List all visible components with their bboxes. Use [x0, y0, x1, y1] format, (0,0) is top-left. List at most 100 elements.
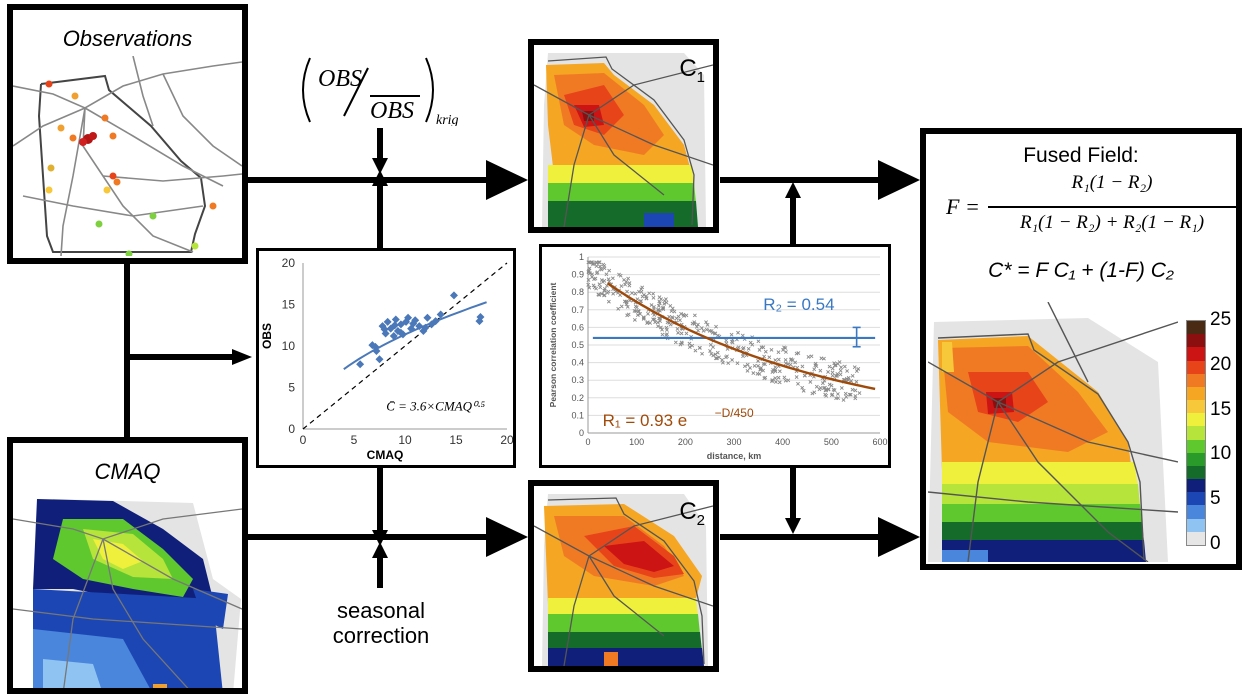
obs-ratio-formula: OBS OBS krig — [296, 54, 466, 128]
state-outline — [37, 74, 207, 253]
correlation-point — [788, 358, 793, 362]
data-point — [449, 291, 458, 300]
colorbar-swatch — [1187, 373, 1205, 387]
colorbar-swatch — [1187, 439, 1205, 453]
correlation-point — [848, 392, 853, 397]
correlation-point — [664, 333, 669, 338]
correlation-point — [606, 289, 611, 294]
data-point — [389, 332, 398, 341]
correlation-point — [788, 362, 793, 367]
correlation-point — [660, 327, 664, 332]
seasonal-line-2: correction — [332, 623, 430, 648]
y-tick-label: 0.6 — [571, 322, 584, 332]
correlation-point — [830, 366, 835, 371]
correlation-point — [638, 312, 643, 316]
correlation-point — [776, 357, 781, 362]
correlation-point — [748, 365, 752, 370]
correlation-point — [800, 385, 805, 390]
fused-formula-num: R₁(1 − R₂) — [1071, 172, 1153, 193]
correlation-point — [626, 312, 631, 317]
correlation-point — [843, 391, 848, 396]
correlation-point — [656, 307, 660, 312]
correlation-point — [773, 376, 778, 381]
data-point — [380, 325, 389, 334]
correlation-point — [777, 369, 782, 374]
r1-label-exponent: −D/450 — [715, 406, 754, 420]
data-point — [476, 312, 485, 321]
correlation-chart-panel: 0 100 200 300 400 500 600 0 0.1 0.2 0.3 0.4 0.5 0.6 0.… — [539, 244, 891, 468]
correlation-point — [818, 368, 823, 373]
correlation-point — [742, 364, 747, 369]
correlation-point — [591, 283, 596, 288]
correlation-point — [611, 291, 616, 296]
correlation-point — [591, 262, 595, 267]
scatter-chart: 0 5 10 15 20 0 5 10 15 20 CMAQ OBS C̄ = 3.6×CMAQ⁰·⁵ — [260, 256, 513, 462]
data-point — [436, 310, 445, 319]
correlation-point — [757, 372, 762, 376]
correlation-point — [777, 380, 782, 385]
correlation-point — [658, 319, 663, 324]
correlation-point — [616, 306, 621, 311]
correlation-point — [698, 345, 702, 350]
correlation-point — [597, 260, 602, 265]
correlation-point — [720, 360, 725, 365]
colorbar-swatch — [1187, 334, 1205, 348]
correlation-point — [687, 345, 692, 349]
ratio-numerator: OBS — [318, 66, 362, 92]
correlation-point — [783, 361, 788, 366]
correlation-point — [746, 346, 751, 351]
correlation-point — [598, 285, 603, 290]
correlation-point — [820, 381, 825, 386]
x-tick-label: 100 — [629, 437, 644, 447]
data-point — [371, 342, 380, 351]
correlation-point — [759, 365, 764, 370]
correlation-point — [761, 345, 766, 350]
correlation-point — [693, 348, 698, 353]
correlation-point — [838, 368, 843, 373]
y-tick-label: 0.3 — [571, 375, 584, 385]
correlation-point — [597, 282, 602, 287]
y-tick-label: 0.1 — [571, 410, 584, 420]
ratio-subscript: krig — [436, 113, 459, 126]
correlation-point — [700, 351, 704, 356]
correlation-point — [850, 387, 855, 392]
correlation-point — [830, 370, 835, 375]
cstar-formula: C* = F C₁ + (1-F) C₂ — [988, 259, 1174, 282]
data-point — [378, 322, 387, 331]
observations-label: Observations — [62, 26, 193, 51]
correlation-point — [756, 363, 760, 368]
c1-panel: C1 — [528, 39, 719, 233]
correlation-point — [786, 378, 791, 383]
correlation-point — [664, 325, 669, 330]
colorbar-swatch — [1187, 413, 1205, 427]
data-point — [390, 321, 399, 330]
y-axis-label: OBS — [260, 323, 274, 349]
x-tick-label: 15 — [449, 433, 463, 447]
x-tick-label: 600 — [872, 437, 887, 447]
correlation-point — [699, 326, 704, 330]
y-tick-label: 0.7 — [571, 305, 584, 315]
correlation-point — [826, 387, 831, 392]
data-point — [391, 315, 400, 324]
correlation-point — [597, 293, 602, 297]
correlation-point — [602, 263, 607, 268]
correlation-point — [763, 349, 768, 354]
correlation-point — [857, 391, 862, 396]
correlation-point — [808, 380, 813, 384]
correlation-point — [658, 325, 663, 330]
x-tick-label: 0 — [585, 437, 590, 447]
correlation-point — [599, 291, 604, 296]
correlation-point — [752, 363, 757, 368]
correlation-point — [652, 317, 657, 322]
fused-formula-den: R₁(1 − R₂) + R₂(1 − R₁) — [1019, 212, 1205, 233]
data-point — [383, 317, 392, 326]
correlation-point — [640, 294, 645, 299]
y-tick-label: 0.8 — [571, 287, 584, 297]
correlation-point — [827, 364, 832, 369]
correlation-point — [678, 318, 682, 323]
correlation-point — [587, 260, 592, 265]
correlation-point — [823, 392, 828, 397]
correlation-point — [830, 373, 835, 378]
arrow-to-c1 — [486, 160, 528, 200]
correlation-point — [587, 285, 592, 290]
